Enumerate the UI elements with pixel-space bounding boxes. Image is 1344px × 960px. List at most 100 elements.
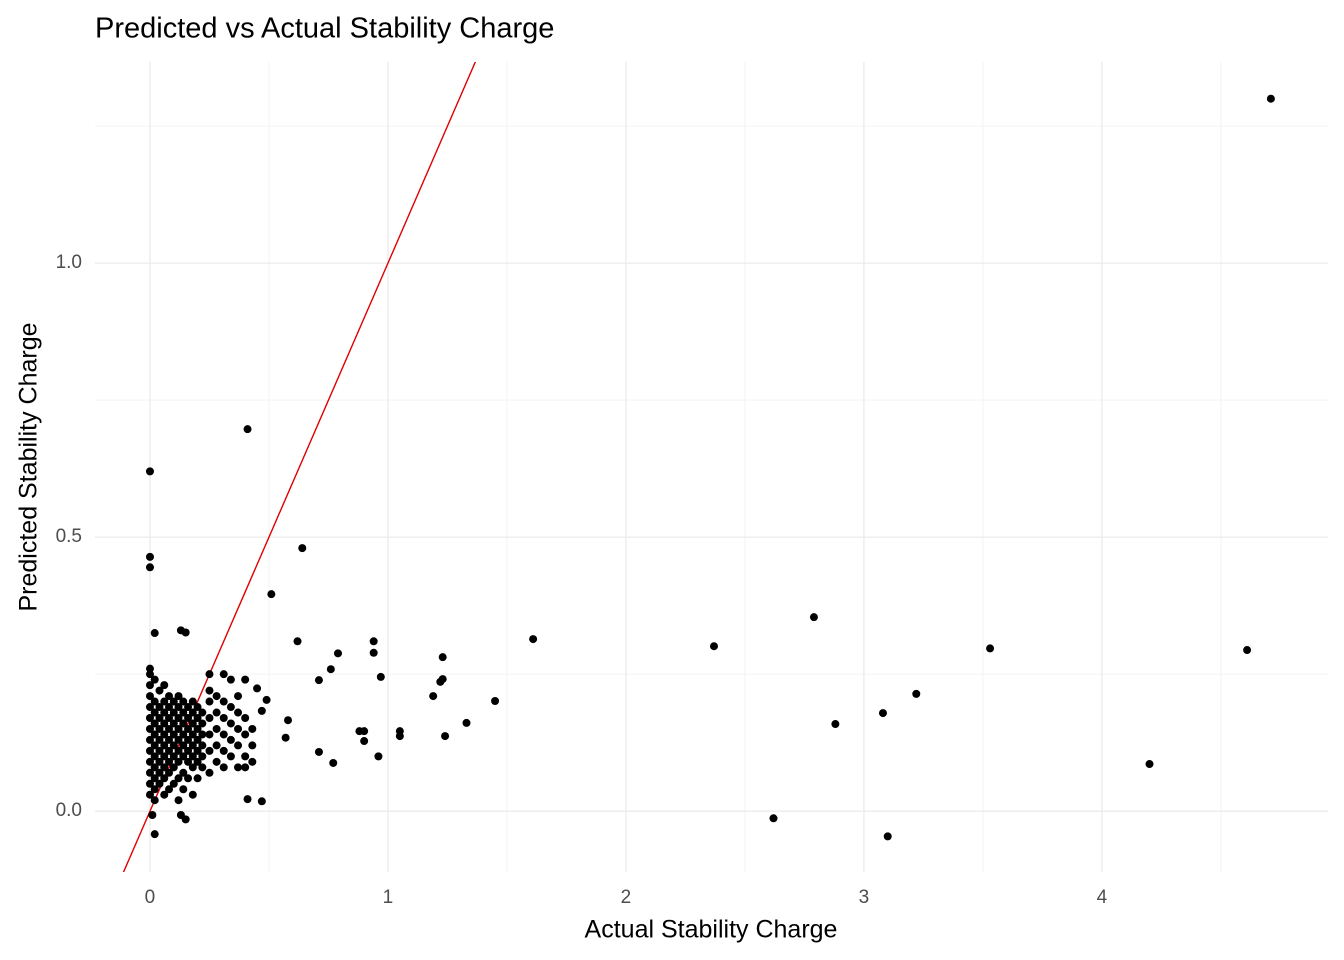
point (179, 768, 188, 777)
point (809, 613, 818, 622)
point (360, 727, 369, 736)
point (174, 724, 183, 733)
point (212, 724, 221, 733)
point (212, 692, 221, 701)
point (769, 814, 778, 823)
point (145, 768, 154, 777)
point (174, 692, 183, 701)
point (145, 703, 154, 712)
point (155, 686, 164, 695)
point (193, 724, 202, 733)
point (212, 708, 221, 717)
point (145, 670, 154, 679)
point (333, 649, 342, 658)
point (150, 752, 159, 761)
point (198, 741, 207, 750)
point (184, 714, 193, 723)
reference-layer (122, 62, 477, 872)
point (160, 708, 169, 717)
point (145, 746, 154, 755)
point (205, 746, 214, 755)
point (248, 741, 257, 750)
y-tick-label: 0.5 (56, 526, 82, 547)
point (219, 670, 228, 679)
point (1243, 646, 1252, 655)
point (1145, 760, 1154, 769)
point (165, 768, 174, 777)
point (831, 720, 840, 729)
point (234, 763, 243, 772)
point (462, 718, 471, 727)
point (253, 684, 262, 693)
point (257, 797, 266, 806)
point (160, 730, 169, 739)
point (150, 629, 159, 638)
point (369, 648, 378, 657)
point (912, 689, 921, 698)
point (155, 703, 164, 712)
point (174, 757, 183, 766)
point (179, 741, 188, 750)
point (155, 779, 164, 788)
point (219, 730, 228, 739)
point (184, 735, 193, 744)
point (219, 697, 228, 706)
x-tick-label: 0 (145, 887, 156, 908)
grid (95, 62, 1328, 872)
point (155, 714, 164, 723)
point (174, 703, 183, 712)
point (234, 708, 243, 717)
point (150, 719, 159, 728)
point (165, 746, 174, 755)
point (188, 697, 197, 706)
point (248, 724, 257, 733)
points (145, 94, 1275, 841)
point (226, 675, 235, 684)
point (234, 724, 243, 733)
point (205, 697, 214, 706)
point (234, 692, 243, 701)
reference-line (122, 62, 477, 872)
point (314, 676, 323, 685)
point (326, 665, 335, 674)
point (198, 730, 207, 739)
x-tick-label: 3 (859, 887, 870, 908)
point (219, 714, 228, 723)
point (145, 552, 154, 561)
point (160, 681, 169, 690)
point (241, 763, 250, 772)
point (193, 774, 202, 783)
point (198, 752, 207, 761)
point (329, 758, 338, 767)
point (165, 703, 174, 712)
point (267, 590, 276, 599)
point (234, 741, 243, 750)
point (188, 730, 197, 739)
point (160, 719, 169, 728)
point (165, 785, 174, 794)
point (188, 741, 197, 750)
x-tick-label: 4 (1097, 887, 1108, 908)
point (150, 675, 159, 684)
point (179, 730, 188, 739)
point (179, 785, 188, 794)
point (248, 757, 257, 766)
x-tick-label: 1 (383, 887, 394, 908)
point (174, 796, 183, 805)
point (145, 681, 154, 690)
point (155, 746, 164, 755)
point (529, 635, 538, 644)
point (150, 796, 159, 805)
point (878, 709, 887, 718)
point (184, 724, 193, 733)
point (298, 544, 307, 553)
point (226, 719, 235, 728)
point (179, 719, 188, 728)
point (491, 697, 500, 706)
point (198, 763, 207, 772)
point (243, 795, 252, 804)
point (150, 697, 159, 706)
point (241, 675, 250, 684)
point (150, 774, 159, 783)
point (709, 642, 718, 651)
